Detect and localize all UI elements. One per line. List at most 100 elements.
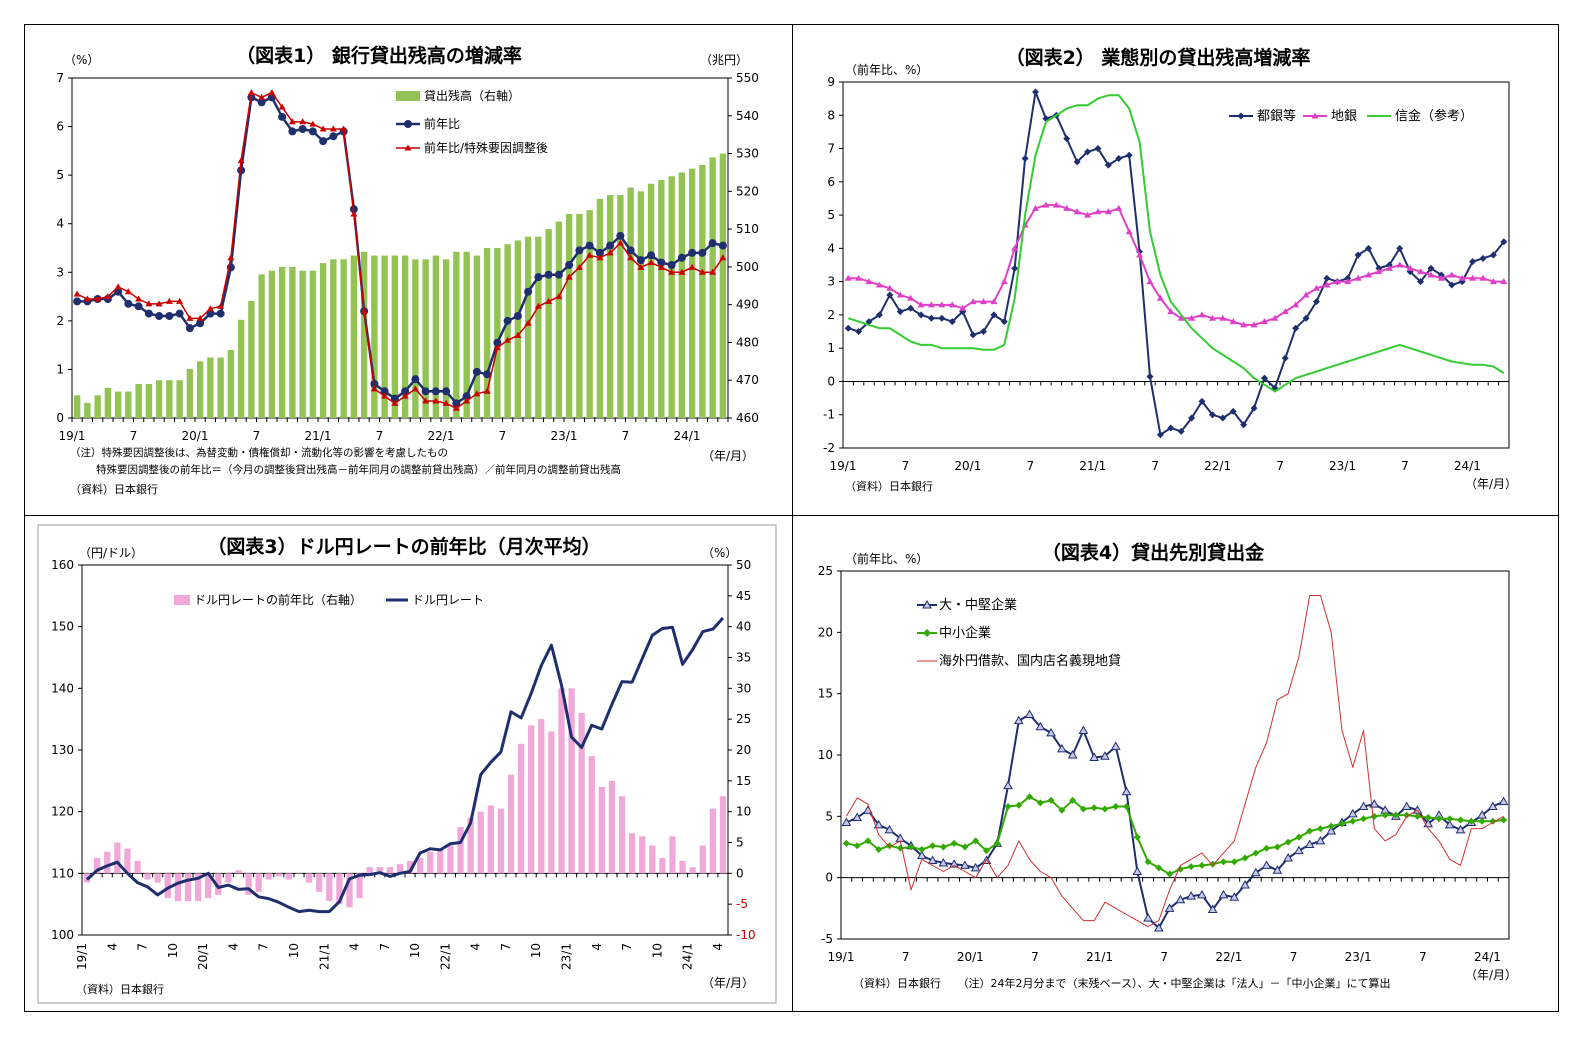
point: [288, 127, 297, 136]
point: [483, 370, 492, 379]
point: [575, 246, 584, 255]
bar: [494, 248, 501, 418]
bar: [432, 255, 440, 418]
point: [196, 319, 205, 328]
point: [165, 297, 173, 304]
point: [864, 837, 872, 845]
bar: [401, 255, 409, 418]
point: [1273, 843, 1281, 851]
x-tick-label: 24/1: [1454, 459, 1481, 473]
x-tick-label: 21/1: [317, 943, 331, 970]
series-markers: [73, 89, 727, 411]
chart-2-svg: （図表2） 業態別の貸出残高増減率 （前年比、%） -2 -1 0 1 2 3 4 5 6 7 8 9 19…: [823, 46, 1517, 493]
point: [1176, 865, 1184, 873]
point: [124, 288, 132, 295]
x-tick-label: 20/1: [196, 943, 210, 970]
point: [606, 249, 614, 256]
y-tick-label-left: 5: [56, 168, 64, 182]
point: [1241, 854, 1249, 862]
point: [1365, 244, 1373, 252]
y-tick-label-left: -5: [821, 932, 833, 946]
bar: [145, 384, 153, 418]
point: [719, 254, 727, 261]
x-tick-label: 22/1: [1215, 950, 1242, 964]
y-tick-label-left: 4: [827, 241, 835, 255]
point: [1198, 311, 1206, 318]
point: [1063, 204, 1071, 211]
point: [1370, 812, 1378, 820]
x-tick-label: 23/1: [1345, 950, 1372, 964]
point: [1396, 261, 1404, 268]
y-tick-label-left: 120: [51, 805, 74, 819]
point: [493, 338, 502, 347]
point: [1381, 811, 1389, 819]
bar: [719, 796, 727, 874]
point: [938, 301, 946, 308]
point: [927, 301, 935, 308]
point: [554, 270, 563, 279]
point: [1347, 808, 1358, 818]
point: [442, 387, 451, 396]
point: [1455, 824, 1466, 834]
point: [948, 301, 956, 308]
bar: [391, 255, 399, 418]
point: [1073, 158, 1081, 166]
x-tick-label: 20/1: [182, 429, 209, 443]
y-tick-label-left: 5: [825, 809, 833, 823]
x-tick-label: 24/1: [674, 429, 701, 443]
bar: [483, 248, 491, 418]
point: [319, 125, 327, 132]
x-tick-label: 7: [1026, 459, 1034, 473]
point: [960, 860, 970, 869]
series-line: [845, 595, 1504, 928]
point: [1218, 889, 1229, 899]
point: [1240, 880, 1250, 889]
point: [1292, 324, 1300, 332]
bar: [617, 195, 624, 418]
legend-label: 大・中堅企業: [939, 597, 1017, 613]
point: [1136, 251, 1144, 258]
point: [1164, 903, 1175, 912]
y-tick-label-right: 0: [736, 866, 744, 880]
point: [1369, 799, 1380, 808]
y-tick-label-left: 1: [827, 341, 835, 355]
series-markers: [844, 201, 1508, 328]
bar: [186, 368, 194, 418]
divider-horizontal: [24, 515, 1559, 516]
point: [1467, 817, 1475, 825]
bar: [606, 195, 614, 418]
point: [421, 387, 430, 396]
bar: [568, 688, 575, 874]
point: [1094, 208, 1102, 215]
bar: [176, 380, 183, 418]
point: [616, 239, 624, 246]
point: [865, 278, 873, 285]
chart-title: （図表1） 銀行貸出残高の増減率: [236, 44, 522, 67]
x-tick-label: 7: [1401, 459, 1409, 473]
point: [114, 283, 122, 290]
point: [1057, 743, 1067, 753]
point: [1323, 274, 1331, 282]
y-tick-label-left: 3: [56, 265, 64, 279]
y-tick-label-right: 520: [736, 184, 759, 198]
point: [452, 399, 461, 408]
point: [175, 309, 184, 318]
point: [1295, 833, 1303, 841]
point: [1198, 397, 1206, 405]
bar: [319, 263, 327, 418]
chart-panel-1: （図表1） 銀行貸出残高の増減率 （%） （兆円） 0 1 2 3 4 5 6 7 460 470 480…: [24, 24, 793, 515]
point: [875, 845, 883, 853]
point: [1024, 709, 1035, 719]
legend-label: 地銀: [1331, 109, 1357, 124]
point: [1260, 318, 1268, 325]
point: [1177, 427, 1185, 435]
point: [135, 295, 143, 302]
point: [534, 302, 542, 309]
point: [1427, 264, 1435, 272]
y-tick-label-right: 540: [736, 109, 759, 123]
note: （注）特殊要因調整後は、為替変動・債権償却・流動化等の影響を考慮したもの: [70, 446, 448, 459]
point: [1166, 870, 1174, 878]
source-note: （資料）日本銀行: [845, 479, 933, 493]
bar: [166, 380, 173, 418]
point: [1167, 308, 1175, 315]
